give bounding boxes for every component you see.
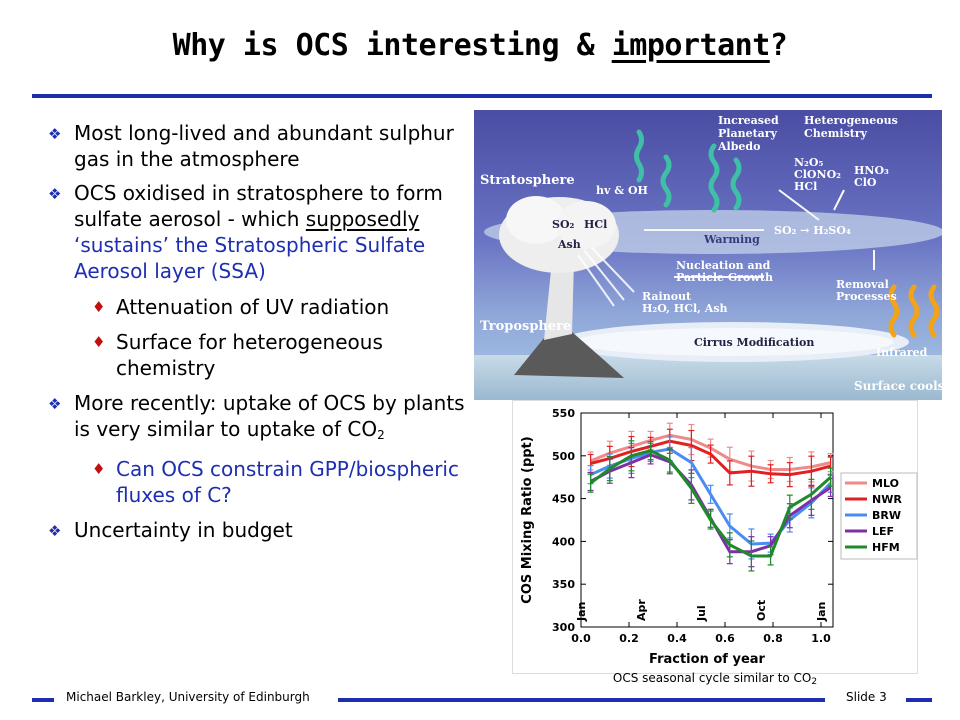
- footer-author: Michael Barkley, University of Edinburgh: [66, 690, 310, 704]
- month-label: Apr: [635, 599, 648, 621]
- title-underlined-word: important: [611, 28, 771, 63]
- sub-bullet-text: Attenuation of UV radiation: [116, 295, 390, 319]
- x-tick-label: 0.8: [763, 632, 783, 645]
- nucleation-label-2: Particle Growth: [676, 271, 773, 284]
- bullet-2-text: OCS oxidised in stratosphere to form sul…: [74, 181, 443, 231]
- x-axis-label: Fraction of year: [649, 652, 765, 667]
- rainout-label-1: Rainout: [642, 290, 692, 303]
- hno3-label: HNO₃: [854, 164, 889, 177]
- chart-caption: OCS seasonal cycle similar to CO2: [512, 671, 918, 687]
- sub-bullet-diamond-icon: ♦: [92, 460, 106, 478]
- bullet-diamond-icon: ❖: [48, 522, 62, 540]
- ocs-chart: 300 350 400 450 500 550 0.0 0.2 0.4 0.6 0.8 1.0 Jan A…: [512, 400, 918, 674]
- title-text: Why is OCS interesting &: [172, 28, 612, 63]
- surface-cools-label: Surface cools: [854, 379, 942, 393]
- removal-label-1: Removal: [836, 278, 889, 291]
- y-tick-label: 450: [552, 493, 575, 506]
- cirrus-label: Cirrus Modification: [694, 336, 814, 349]
- bullet-2-underlined: supposedly: [305, 207, 420, 231]
- y-tick-label: 550: [552, 407, 575, 420]
- bullet-1: ❖ Most long-lived and abundant sulphur ga…: [42, 120, 472, 172]
- clo-label: ClO: [854, 176, 877, 189]
- legend-label-brw: BRW: [872, 509, 901, 522]
- het-chem-label-1: Heterogeneous: [804, 114, 898, 127]
- hcl-right-label: HCl: [794, 180, 817, 193]
- title-divider: [32, 94, 932, 98]
- x-tick-label: 1.0: [811, 632, 831, 645]
- y-tick-label: 500: [552, 450, 575, 463]
- bullet-list: ❖ Most long-lived and abundant sulphur ga…: [42, 120, 472, 551]
- bullet-4-text: Uncertainty in budget: [74, 518, 293, 542]
- hcl-label: HCl: [584, 218, 607, 231]
- bullet-diamond-icon: ❖: [48, 395, 62, 413]
- albedo-label-3: Albedo: [717, 140, 760, 153]
- legend-label-lef: LEF: [872, 525, 894, 538]
- sub-bullet-text: Can OCS constrain GPP/biospheric fluxes …: [116, 457, 459, 507]
- bullet-diamond-icon: ❖: [48, 185, 62, 203]
- sub-bullet-diamond-icon: ♦: [92, 333, 106, 351]
- month-label: Jan: [575, 602, 588, 622]
- title-question-mark: ?: [769, 28, 788, 63]
- bullet-3-subscript: 2: [377, 428, 385, 442]
- het-chem-label-2: Chemistry: [804, 127, 868, 140]
- x-tick-label: 0.2: [619, 632, 639, 645]
- ocs-chart-svg: 300 350 400 450 500 550 0.0 0.2 0.4 0.6 0.8 1.0 Jan A…: [520, 407, 918, 667]
- troposphere-label: Troposphere: [480, 319, 571, 334]
- y-tick-label: 400: [552, 535, 575, 548]
- so2-h2so4-label: SO₂ → H₂SO₄: [774, 224, 851, 237]
- footer-rule-right: [906, 698, 932, 702]
- plot-frame: [580, 412, 834, 628]
- bullet-3-text: More recently: uptake of OCS by plants i…: [74, 391, 465, 441]
- legend-label-hfm: HFM: [872, 541, 900, 554]
- legend-label-mlo: MLO: [872, 477, 899, 490]
- legend-label-nwr: NWR: [872, 493, 902, 506]
- x-tick-label: 0.0: [571, 632, 591, 645]
- month-label: Oct: [755, 600, 768, 621]
- so2-label: SO₂: [552, 218, 575, 231]
- footer-slide-number: Slide 3: [846, 690, 887, 704]
- albedo-label-1: Increased: [718, 114, 779, 127]
- bullet-diamond-icon: ❖: [48, 125, 62, 143]
- slide-title: Why is OCS interesting & important?: [0, 28, 960, 63]
- month-label: Jan: [815, 602, 828, 622]
- bullet-2-sub-2: ♦ Surface for heterogeneous chemistry: [42, 329, 472, 381]
- rainout-label-2: H₂O, HCl, Ash: [642, 302, 728, 315]
- hv-oh-label: hv & OH: [596, 184, 648, 197]
- stratosphere-diagram: Stratosphere Troposphere Increased Plane…: [474, 110, 942, 400]
- stratosphere-label: Stratosphere: [480, 173, 575, 188]
- bullet-2: ❖ OCS oxidised in stratosphere to form su…: [42, 180, 472, 284]
- warming-label: Warming: [703, 233, 760, 246]
- y-tick-label: 350: [552, 578, 575, 591]
- caption-subscript: 2: [811, 677, 818, 687]
- bullet-1-text: Most long-lived and abundant sulphur gas…: [74, 121, 454, 171]
- clono2-label: ClONO₂: [794, 168, 841, 181]
- bullet-3-sub-1: ♦ Can OCS constrain GPP/biospheric fluxes…: [42, 456, 472, 508]
- month-label: Jul: [695, 605, 708, 622]
- y-tick-label: 300: [552, 621, 575, 634]
- bullet-3: ❖ More recently: uptake of OCS by plants …: [42, 390, 472, 448]
- footer-rule-left: [32, 698, 54, 702]
- y-axis-label: COS Mixing Ratio (ppt): [520, 436, 535, 603]
- x-tick-label: 0.6: [715, 632, 735, 645]
- caption-text: OCS seasonal cycle similar to CO: [612, 671, 812, 685]
- n2o5-label: N₂O₅: [794, 156, 823, 169]
- ash-label: Ash: [557, 238, 581, 251]
- albedo-label-2: Planetary: [718, 127, 778, 140]
- removal-label-2: Processes: [836, 290, 897, 303]
- x-tick-label: 0.4: [667, 632, 687, 645]
- sub-bullet-diamond-icon: ♦: [92, 298, 106, 316]
- bullet-2-blue-text: ‘sustains’ the Stratospheric Sulfate Aer…: [74, 233, 426, 283]
- nucleation-label-1: Nucleation and: [676, 259, 771, 272]
- bullet-2-sub-1: ♦ Attenuation of UV radiation: [42, 294, 472, 320]
- sub-bullet-text: Surface for heterogeneous chemistry: [116, 330, 383, 380]
- bullet-4: ❖ Uncertainty in budget: [42, 517, 472, 543]
- infrared-label: Infrared: [876, 346, 928, 359]
- footer-rule-middle: [338, 698, 825, 702]
